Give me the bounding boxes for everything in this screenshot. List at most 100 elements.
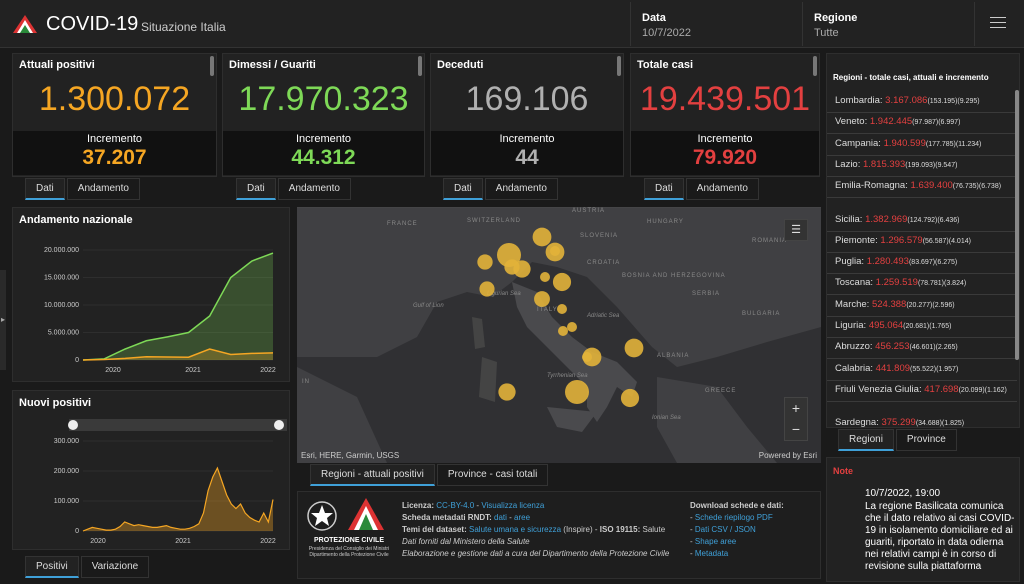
region-list-item[interactable]: Lombardia: 3.167.086(153.195)(9.295)	[827, 90, 1017, 113]
region-name: Puglia:	[835, 256, 865, 268]
licenza-link[interactable]: CC-BY-4.0	[436, 501, 475, 510]
kpi-attuali-positivi: Attuali positivi 1.300.072 Incremento 37.…	[12, 53, 217, 177]
tab-regioni[interactable]: Regioni	[838, 429, 894, 451]
region-list-item[interactable]: Sardegna: 375.299(34.688)(1.825)	[827, 412, 1017, 428]
kpi-title: Totale casi	[637, 59, 694, 71]
map-tabs: Regioni - attuali positivi Province - cas…	[310, 464, 550, 486]
region-bubble[interactable]	[532, 227, 552, 247]
tab-dati[interactable]: Dati	[443, 178, 483, 200]
region-incremento: (1.825)	[941, 420, 965, 428]
data-value: 10/7/2022	[642, 27, 691, 39]
region-list-item[interactable]: Abruzzo: 456.253(46.601)(2.265)	[827, 336, 1017, 360]
y-tick-label: 0	[75, 528, 79, 535]
tab-dati[interactable]: Dati	[25, 178, 65, 200]
download-pdf-link[interactable]: Schede riepilogo PDF	[694, 513, 773, 522]
tab-dati[interactable]: Dati	[644, 178, 684, 200]
series-line	[82, 252, 274, 361]
download-metadata-link[interactable]: Metadata	[694, 549, 729, 558]
legend-list-icon[interactable]: ☰	[784, 219, 808, 241]
region-incremento: (2.596)	[932, 301, 955, 309]
region-list-item[interactable]: Campania: 1.940.599(177.785)(11.234)	[827, 133, 1017, 156]
region-bubble[interactable]	[582, 347, 602, 367]
region-attuali: (124.792)	[907, 216, 938, 224]
region-bubble[interactable]	[504, 259, 520, 275]
tab-positivi[interactable]: Positivi	[25, 556, 79, 578]
range-slider-handle-right[interactable]	[274, 420, 284, 430]
kpi-tabs-2: Dati Andamento	[236, 178, 353, 200]
region-list-item[interactable]: Marche: 524.388(20.277)(2.596)	[827, 294, 1017, 317]
region-attuali: (20.681)	[903, 323, 930, 330]
tab-variazione[interactable]: Variazione	[80, 556, 150, 578]
region-bubble[interactable]	[565, 380, 589, 404]
tab-regioni-attuali[interactable]: Regioni - attuali positivi	[310, 464, 435, 486]
region-list-item[interactable]: Lazio: 1.815.393(199.093)(9.547)	[827, 154, 1017, 177]
region-bubble[interactable]	[479, 281, 495, 297]
region-list-item[interactable]: Calabria: 441.809(55.522)(1.957)	[827, 358, 1017, 381]
region-total: 417.698	[924, 383, 959, 395]
download-csv-link[interactable]: Dati CSV / JSON	[694, 525, 756, 534]
tab-province[interactable]: Province	[895, 429, 957, 451]
map-label: SERBIA	[692, 291, 720, 297]
region-bubble[interactable]	[550, 246, 560, 256]
tab-andamento[interactable]: Andamento	[277, 178, 351, 200]
zoom-out-icon[interactable]: −	[791, 421, 801, 437]
esri-attribution[interactable]: Powered by Esri	[758, 451, 817, 460]
x-tick-label: 2022	[260, 538, 276, 545]
map-view[interactable]: FRANCE SWITZERLAND AUSTRIA HUNGARY SLOVENIA C…	[297, 207, 821, 463]
region-bubble[interactable]	[540, 272, 550, 282]
kpi-value: 19.439.501	[639, 80, 811, 118]
tab-andamento[interactable]: Andamento	[685, 178, 759, 200]
zoom-controls[interactable]: + −	[784, 397, 808, 441]
tab-andamento[interactable]: Andamento	[484, 178, 558, 200]
side-panel-handle[interactable]: ▸	[0, 270, 6, 370]
x-tick-label: 2021	[175, 538, 191, 545]
y-tick-label: 200.000	[54, 468, 79, 475]
tab-andamento[interactable]: Andamento	[66, 178, 140, 200]
region-list-item[interactable]: Sicilia: 1.382.969(124.792)(6.436)	[827, 209, 1017, 232]
region-bubble[interactable]	[557, 304, 567, 314]
notes-date: 10/7/2022, 19:00	[865, 488, 941, 499]
regions-scrollbar[interactable]	[1015, 90, 1019, 360]
kpi-value: 17.970.323	[238, 80, 409, 118]
regione-value[interactable]: Tutte	[814, 27, 839, 39]
region-bubble[interactable]	[534, 291, 550, 307]
zoom-in-icon[interactable]: +	[791, 400, 801, 416]
region-total: 1.815.393	[863, 158, 906, 170]
menu-icon[interactable]	[990, 17, 1006, 28]
region-bubble[interactable]	[567, 322, 577, 332]
tab-province-totali[interactable]: Province - casi totali	[436, 464, 549, 486]
kpi-value: 1.300.072	[38, 80, 191, 118]
scheda-dati-link[interactable]: dati	[494, 513, 507, 522]
range-slider-handle-left[interactable]	[68, 420, 78, 430]
region-name: Calabria:	[835, 362, 874, 374]
visualizza-licenza-link[interactable]: Visualizza licenza	[481, 501, 545, 510]
region-total: 441.809	[875, 362, 911, 374]
region-total: 375.299	[881, 417, 916, 428]
region-list-item[interactable]: Puglia: 1.280.493(83.697)(6.275)	[827, 251, 1017, 275]
region-list-item[interactable]: Veneto: 1.942.445(97.987)(6.997)	[827, 111, 1017, 135]
regione-label[interactable]: Regione	[814, 12, 858, 24]
kpi-increment-value: 37.207	[82, 146, 147, 169]
y-tick-label: 20.000.000	[44, 247, 79, 254]
map-label: CROATIA	[587, 260, 620, 266]
region-bubble[interactable]	[558, 326, 568, 336]
region-bubble[interactable]	[477, 254, 493, 270]
tab-dati[interactable]: Dati	[236, 178, 276, 200]
region-bubble[interactable]	[552, 272, 572, 292]
protezione-civile-logo-icon	[13, 15, 37, 33]
region-name: Veneto:	[835, 116, 868, 128]
scheda-aree-link[interactable]: aree	[514, 513, 531, 522]
region-bubble[interactable]	[620, 388, 640, 408]
range-slider-track[interactable]	[69, 419, 287, 431]
download-shape-link[interactable]: Shape aree	[694, 537, 737, 546]
region-list-item[interactable]: Friuli Venezia Giulia: 417.698(20.099)(1…	[827, 379, 1017, 402]
region-list-item[interactable]: Emilia-Romagna: 1.639.400(76.735)(6.738)	[827, 175, 1017, 199]
temi-link[interactable]: Salute umana e sicurezza	[469, 525, 562, 534]
italy-map[interactable]: FRANCE SWITZERLAND AUSTRIA HUNGARY SLOVENIA C…	[297, 207, 821, 463]
region-bubble[interactable]	[498, 383, 516, 401]
region-list-item[interactable]: Piemonte: 1.296.579(56.587)(4.014)	[827, 230, 1017, 253]
region-bubble[interactable]	[624, 338, 644, 358]
region-list-item[interactable]: Toscana: 1.259.519(78.781)(3.824)	[827, 272, 1017, 296]
region-attuali: (177.785)	[925, 140, 956, 148]
region-list-item[interactable]: Liguria: 495.064(20.681)(1.765)	[827, 315, 1017, 338]
